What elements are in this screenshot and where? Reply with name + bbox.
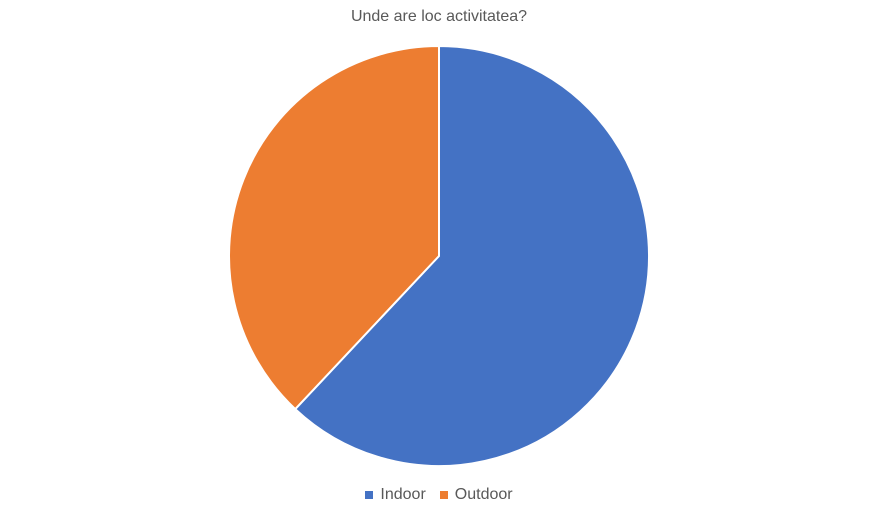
pie-slice-indoor	[294, 45, 650, 467]
chart-legend: Indoor Outdoor	[0, 486, 878, 504]
legend-label-outdoor: Outdoor	[454, 486, 513, 503]
legend-label-indoor: Indoor	[380, 486, 426, 503]
legend-swatch-outdoor	[439, 491, 448, 499]
legend-item-outdoor: Outdoor	[439, 486, 513, 504]
pie-slice-outdoor	[228, 45, 440, 411]
legend-swatch-indoor	[365, 491, 374, 499]
legend-item-indoor: Indoor	[365, 486, 426, 504]
chart-title: Unde are loc activitatea?	[350, 8, 528, 25]
